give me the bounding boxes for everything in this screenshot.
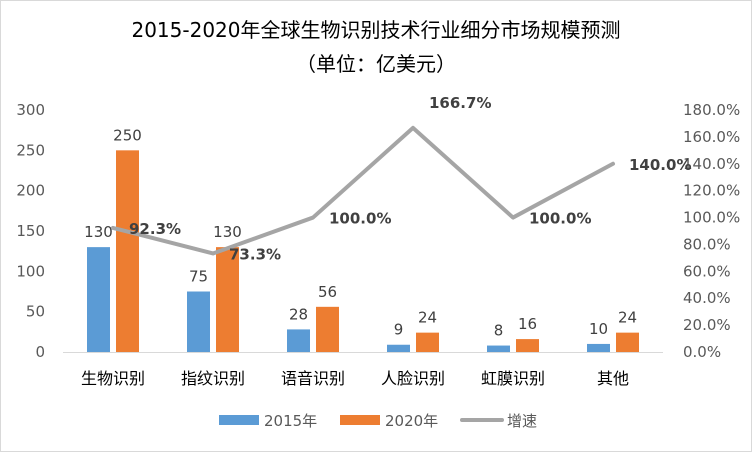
bar-2015 (487, 345, 510, 352)
bar-2020 (516, 339, 539, 352)
x-category-label: 其他 (597, 369, 629, 388)
y-left-tick-label: 150 (16, 222, 45, 240)
y-left-tick-label: 300 (16, 101, 45, 119)
x-category-label: 指纹识别 (181, 369, 245, 388)
y-right-tick-label: 40.0% (683, 289, 731, 307)
bar-2020 (116, 150, 139, 352)
bar-2020 (316, 306, 339, 352)
bar-value-label: 24 (618, 309, 637, 327)
legend-swatch-2020 (340, 415, 380, 425)
bar-value-label: 24 (418, 309, 437, 327)
y-right-tick-label: 20.0% (683, 316, 731, 334)
growth-rate-label: 140.0% (629, 156, 691, 174)
bar-2020 (216, 247, 239, 352)
legend-label-2015: 2015年 (264, 412, 317, 430)
y-right-tick-label: 60.0% (683, 262, 731, 280)
growth-rate-label: 100.0% (529, 210, 591, 228)
growth-rate-label: 166.7% (429, 94, 491, 112)
bar-2015 (87, 247, 110, 352)
y-left-tick-label: 200 (16, 182, 45, 200)
y-right-tick-label: 140.0% (683, 155, 740, 173)
bar-value-label: 130 (84, 223, 113, 241)
legend-swatch-2015 (219, 415, 259, 425)
x-category-label: 生物识别 (81, 369, 145, 388)
bar-2015 (187, 291, 210, 352)
bar-2020 (616, 332, 639, 352)
legend-label-2020: 2020年 (385, 412, 438, 430)
bar-2015 (387, 344, 410, 352)
bar-value-label: 130 (213, 223, 242, 241)
bar-2020 (416, 332, 439, 352)
y-left-tick-label: 50 (26, 303, 45, 321)
y-left-tick-label: 100 (16, 262, 45, 280)
y-left-tick-label: 0 (35, 343, 45, 361)
growth-rate-label: 100.0% (329, 210, 391, 228)
y-right-tick-label: 160.0% (683, 128, 740, 146)
chart-subtitle: （单位：亿美元） (296, 52, 456, 76)
y-right-tick-label: 180.0% (683, 101, 740, 119)
y-right-tick-label: 0.0% (683, 343, 721, 361)
growth-rate-label: 92.3% (129, 220, 181, 238)
bar-value-label: 250 (113, 126, 142, 144)
legend-label-growth: 增速 (507, 412, 537, 430)
bar-value-label: 75 (189, 268, 208, 286)
growth-rate-label: 73.3% (229, 245, 281, 263)
bar-value-label: 16 (518, 315, 537, 333)
x-category-label: 语音识别 (281, 369, 345, 388)
y-right-tick-label: 100.0% (683, 209, 740, 227)
bar-2015 (587, 343, 610, 352)
bar-value-label: 10 (589, 320, 608, 338)
bar-value-label: 28 (289, 305, 308, 323)
bar-value-label: 8 (494, 322, 504, 340)
x-category-label: 人脸识别 (381, 369, 445, 388)
y-left-tick-label: 250 (16, 141, 45, 159)
chart-title: 2015-2020年全球生物识别技术行业细分市场规模预测 (131, 18, 621, 42)
bar-value-label: 9 (394, 321, 404, 339)
y-right-tick-label: 80.0% (683, 235, 731, 253)
y-right-tick-label: 120.0% (683, 182, 740, 200)
bar-2015 (287, 329, 310, 352)
x-category-label: 虹膜识别 (481, 369, 545, 388)
growth-rate-line (111, 125, 615, 256)
bar-value-label: 56 (318, 283, 337, 301)
